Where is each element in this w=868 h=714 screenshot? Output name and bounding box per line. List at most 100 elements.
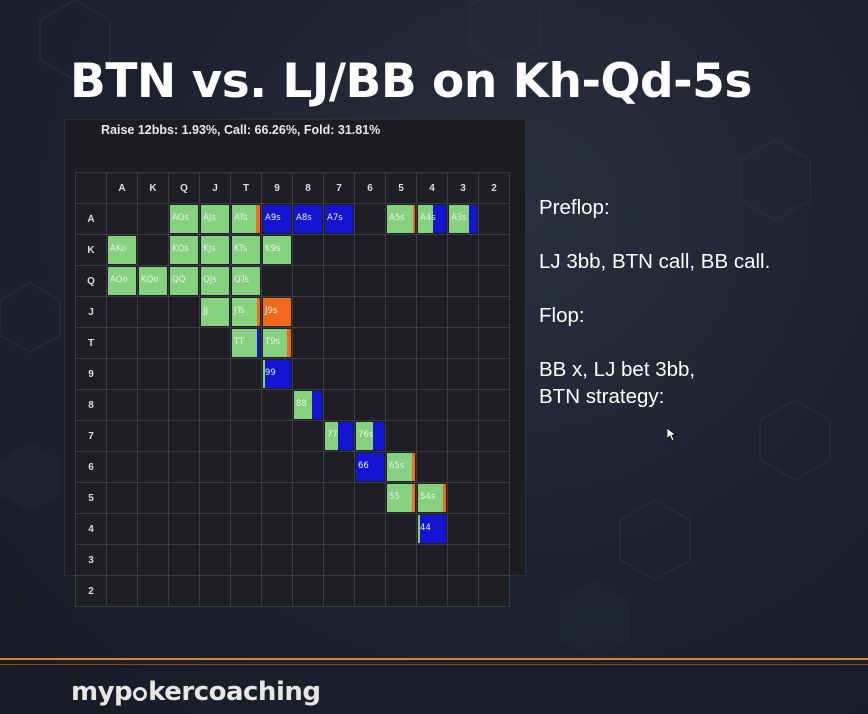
hand-strategy-bar: AQo (108, 267, 136, 295)
hand-label: J9s (265, 306, 278, 316)
matrix-cell (231, 514, 262, 545)
column-header: J (200, 173, 231, 204)
hand-label: A4s (420, 213, 436, 223)
hand-cell[interactable]: JTs (231, 297, 262, 328)
matrix-cell (448, 328, 479, 359)
hand-cell[interactable]: QTs (231, 266, 262, 297)
hand-cell[interactable]: 55 (386, 483, 417, 514)
hand-cell[interactable]: 88 (293, 390, 324, 421)
hand-strategy-bar: 65s (387, 453, 415, 481)
matrix-cell (138, 328, 169, 359)
hand-cell[interactable]: TT (231, 328, 262, 359)
hand-cell[interactable]: 65s (386, 452, 417, 483)
hand-cell[interactable]: 54s (417, 483, 448, 514)
matrix-cell (107, 359, 138, 390)
column-header: 5 (386, 173, 417, 204)
hand-strategy-bar: KQo (139, 267, 167, 295)
matrix-cell (386, 359, 417, 390)
call-frequency-segment (170, 236, 198, 264)
matrix-cell (479, 359, 510, 390)
hand-cell[interactable]: A3s (448, 204, 479, 235)
hand-cell[interactable]: KTs (231, 235, 262, 266)
hand-cell[interactable]: KJs (200, 235, 231, 266)
hand-cell[interactable]: AQo (107, 266, 138, 297)
hand-cell[interactable]: 99 (262, 359, 293, 390)
hand-cell[interactable]: A5s (386, 204, 417, 235)
hand-label: T9s (265, 337, 281, 347)
hand-cell[interactable]: AKo (107, 235, 138, 266)
hand-cell[interactable]: AQs (169, 204, 200, 235)
hand-strategy-bar: A8s (294, 205, 322, 233)
matrix-cell (169, 297, 200, 328)
matrix-cell (417, 359, 448, 390)
hand-cell[interactable]: KQs (169, 235, 200, 266)
matrix-cell (386, 328, 417, 359)
matrix-cell (200, 545, 231, 576)
raise-frequency-segment (255, 205, 260, 233)
hand-cell[interactable]: 66 (355, 452, 386, 483)
hand-strategy-bar: AKo (108, 236, 136, 264)
row-header: 2 (76, 576, 107, 607)
matrix-cell (355, 235, 386, 266)
matrix-cell (324, 328, 355, 359)
fold-frequency-segment (337, 422, 353, 450)
hand-strategy-bar: QTs (232, 267, 260, 295)
hand-strategy-bar: JJ (201, 298, 229, 326)
matrix-cell (324, 297, 355, 328)
hand-label: KQs (172, 244, 189, 254)
hand-cell[interactable]: A7s (324, 204, 355, 235)
hand-label: A8s (296, 213, 312, 223)
matrix-cell (448, 297, 479, 328)
hand-cell[interactable]: 44 (417, 514, 448, 545)
hand-cell[interactable]: KQo (138, 266, 169, 297)
column-header: Q (169, 173, 200, 204)
matrix-cell (169, 328, 200, 359)
matrix-cell (417, 328, 448, 359)
hand-cell[interactable]: 76s (355, 421, 386, 452)
hand-cell[interactable]: QJs (200, 266, 231, 297)
notes-line: Preflop: (539, 196, 610, 219)
notes-spacer (539, 329, 770, 356)
notes-line: BB x, LJ bet 3bb, (539, 358, 696, 381)
footer-divider-thin (0, 664, 868, 665)
matrix-cell (107, 483, 138, 514)
call-frequency-segment (325, 422, 338, 450)
hand-cell[interactable]: K9s (262, 235, 293, 266)
matrix-cell (417, 452, 448, 483)
call-frequency-segment (201, 205, 229, 233)
fold-frequency-segment (263, 205, 291, 233)
matrix-cell (448, 266, 479, 297)
call-frequency-segment (232, 298, 257, 326)
hand-cell[interactable]: A8s (293, 204, 324, 235)
hand-cell[interactable]: QQ (169, 266, 200, 297)
hand-cell[interactable]: A9s (262, 204, 293, 235)
matrix-cell (231, 421, 262, 452)
matrix-cell (138, 235, 169, 266)
matrix-cell (417, 421, 448, 452)
hand-cell[interactable]: T9s (262, 328, 293, 359)
hand-cell[interactable]: A4s (417, 204, 448, 235)
column-header: T (231, 173, 262, 204)
hand-strategy-bar: J9s (263, 298, 291, 326)
matrix-cell (448, 514, 479, 545)
matrix-cell (417, 297, 448, 328)
matrix-cell (293, 545, 324, 576)
hand-cell[interactable]: AJs (200, 204, 231, 235)
hand-cell[interactable]: JJ (200, 297, 231, 328)
raise-frequency-segment (263, 298, 291, 326)
hand-strategy-bar: K9s (263, 236, 291, 264)
call-frequency-segment (263, 360, 266, 388)
hand-matrix: A K Q J T 9 8 7 6 5 4 3 2 A AQs AJs ATs A9s A8s A7s A5s A4s A3… (75, 172, 510, 607)
hand-strategy-bar: 66 (356, 453, 384, 481)
hand-cell[interactable]: 77 (324, 421, 355, 452)
row-header: Q (76, 266, 107, 297)
call-frequency-segment (263, 236, 291, 264)
matrix-cell (448, 576, 479, 607)
notes-spacer (539, 275, 770, 302)
matrix-cell (262, 545, 293, 576)
hand-cell[interactable]: ATs (231, 204, 262, 235)
notes-spacer (539, 221, 770, 248)
hand-cell[interactable]: J9s (262, 297, 293, 328)
hand-label: 88 (296, 399, 307, 409)
hand-strategy-bar: A9s (263, 205, 291, 233)
